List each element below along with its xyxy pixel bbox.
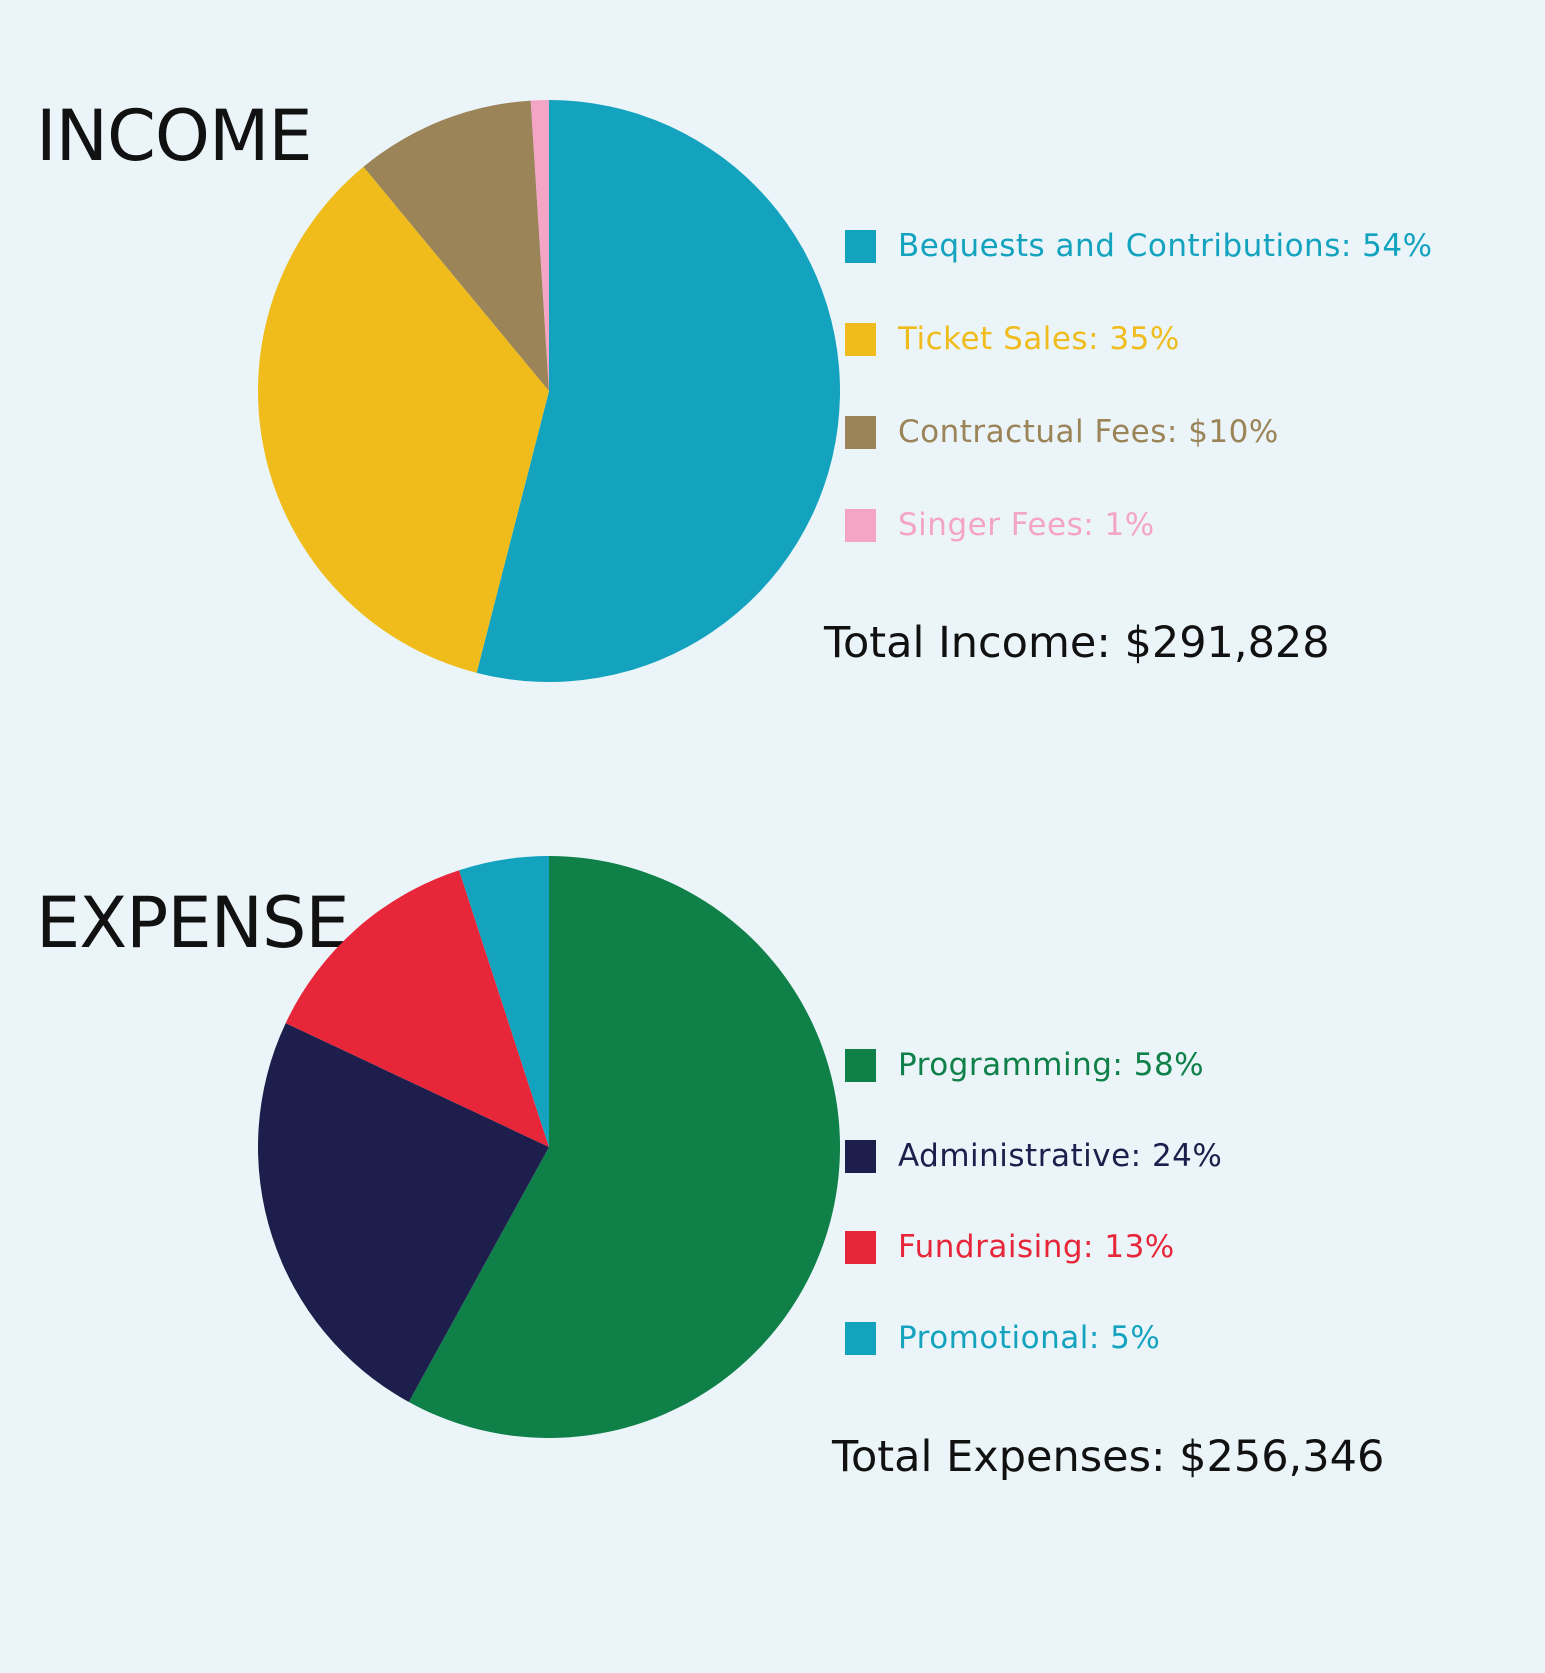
legend-item-singer-fees: Singer Fees: 1% [845,507,1433,543]
legend-swatch [845,1048,876,1082]
legend-item-ticket-sales: Ticket Sales: 35% [845,321,1433,357]
legend-item-fundraising: Fundraising: 13% [845,1229,1222,1265]
pie-slice-bequests-and-contributions [476,100,840,682]
expense-pie-chart [258,856,840,1438]
pie-slice-singer-fees [530,100,549,391]
legend-item-promotional: Promotional: 5% [845,1320,1222,1356]
pie-slice-programming [408,856,840,1438]
legend-swatch [845,1230,876,1264]
legend-item-bequests: Bequests and Contributions: 54% [845,228,1433,264]
legend-label: Administrative: 24% [898,1138,1223,1174]
legend-item-programming: Programming: 58% [845,1047,1222,1083]
total-income: Total Income: $291,828 [824,618,1330,668]
total-expenses: Total Expenses: $256,346 [832,1432,1385,1482]
pie-slice-fundraising [285,870,549,1147]
legend-swatch [845,415,876,449]
legend-label: Promotional: 5% [898,1320,1161,1356]
legend-swatch [845,508,876,542]
pie-slice-promotional [459,856,549,1147]
pie-slice-administrative [258,1023,549,1403]
legend-swatch [845,229,876,263]
expense-legend: Programming: 58% Administrative: 24% Fun… [845,1047,1222,1411]
legend-label: Programming: 58% [898,1047,1205,1083]
pie-slice-contractual-fees [363,100,549,391]
legend-item-contractual-fees: Contractual Fees: $10% [845,414,1433,450]
legend-swatch [845,322,876,356]
income-pie-chart [258,100,840,682]
legend-label: Singer Fees: 1% [898,507,1155,543]
legend-swatch [845,1321,876,1355]
legend-label: Fundraising: 13% [898,1229,1175,1265]
pie-slice-ticket-sales [258,166,549,673]
income-section: INCOME Bequests and Contributions: 54% T… [0,0,1545,760]
income-legend: Bequests and Contributions: 54% Ticket S… [845,228,1433,600]
legend-swatch [845,1139,876,1173]
legend-label: Contractual Fees: $10% [898,414,1279,450]
legend-label: Bequests and Contributions: 54% [898,228,1433,264]
expense-section: EXPENSE Programming: 58% Administrative:… [0,790,1545,1550]
legend-label: Ticket Sales: 35% [898,321,1180,357]
income-title: INCOME [36,95,313,177]
legend-item-administrative: Administrative: 24% [845,1138,1222,1174]
expense-title: EXPENSE [36,882,350,964]
